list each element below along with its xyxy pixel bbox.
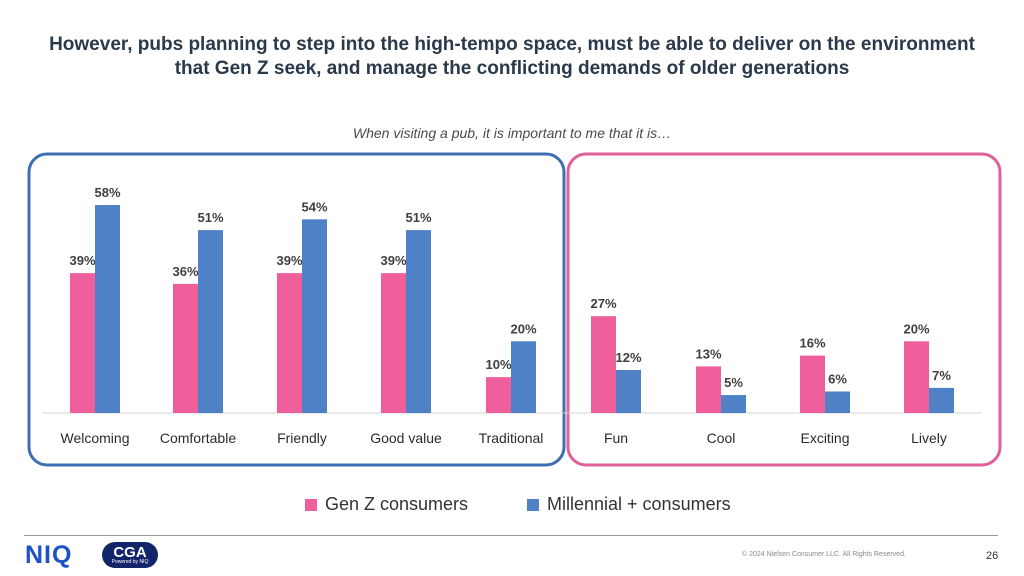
data-label-millennial: 6%: [828, 371, 847, 386]
data-label-millennial: 51%: [405, 210, 431, 225]
data-label-genz: 13%: [695, 346, 721, 361]
data-label-millennial: 20%: [510, 321, 536, 336]
bar-genz: [800, 355, 825, 413]
data-label-millennial: 51%: [197, 210, 223, 225]
bar-genz: [696, 366, 721, 413]
category-label: Welcoming: [61, 430, 130, 446]
legend-label-millennial: Millennial + consumers: [547, 494, 731, 514]
category-label: Cool: [707, 430, 736, 446]
bar-millennial: [825, 391, 850, 413]
cga-logo-tagline: Powered by NIQ: [111, 559, 149, 565]
bar-millennial: [616, 369, 641, 413]
bar-millennial: [511, 341, 536, 413]
legend-label-genz: Gen Z consumers: [325, 494, 469, 514]
bar-millennial: [302, 219, 327, 413]
category-label: Traditional: [479, 430, 544, 446]
bar-genz: [591, 316, 616, 413]
bar-genz: [381, 273, 406, 413]
copyright-notice: © 2024 Nielsen Consumer LLC. All Rights …: [742, 551, 906, 558]
cga-logo: CGA Powered by NIQ: [102, 542, 158, 568]
page-number: 26: [986, 550, 999, 562]
data-label-genz: 20%: [903, 321, 929, 336]
category-label: Comfortable: [160, 430, 236, 446]
bar-millennial: [406, 230, 431, 413]
category-label: Friendly: [277, 430, 327, 446]
data-label-genz: 10%: [485, 357, 511, 372]
bar-millennial: [95, 205, 120, 413]
footer-divider: [24, 535, 998, 536]
data-label-genz: 39%: [380, 253, 406, 268]
title-line-1: However, pubs planning to step into the …: [49, 34, 975, 55]
group-panel-left: [27, 152, 566, 467]
title-line-2: that Gen Z seek, and manage the conflict…: [174, 58, 850, 79]
category-label: Good value: [370, 430, 442, 446]
bar-genz: [486, 377, 511, 413]
bar-genz: [70, 273, 95, 413]
niq-logo: NIQ: [25, 541, 73, 569]
data-label-millennial: 5%: [724, 375, 743, 390]
cga-logo-text: CGA: [113, 544, 147, 561]
bar-genz: [904, 341, 929, 413]
data-label-millennial: 12%: [615, 350, 641, 365]
data-label-millennial: 54%: [301, 199, 327, 214]
data-label-genz: 16%: [799, 336, 825, 351]
bar-millennial: [198, 230, 223, 413]
data-label-genz: 36%: [172, 264, 198, 279]
legend-swatch-millennial: [527, 498, 539, 511]
page-title: However, pubs planning to step into the …: [20, 33, 1004, 81]
bar-millennial: [721, 395, 746, 413]
data-label-genz: 27%: [590, 296, 616, 311]
group-panel-right: [566, 152, 1002, 467]
data-label-genz: 39%: [276, 253, 302, 268]
bar-millennial: [929, 387, 954, 413]
chart-subtitle: When visiting a pub, it is important to …: [352, 125, 672, 141]
data-label-genz: 39%: [69, 253, 95, 268]
category-label: Exciting: [800, 430, 849, 446]
bar-genz: [277, 273, 302, 413]
data-label-millennial: 7%: [932, 368, 951, 383]
bar-genz: [173, 283, 198, 413]
legend-swatch-genz: [305, 498, 317, 511]
category-label: Lively: [911, 430, 947, 446]
category-label: Fun: [604, 430, 628, 446]
legend-item-genz: Gen Z consumers: [305, 494, 468, 515]
legend-item-millennial: Millennial + consumers: [527, 494, 731, 515]
data-label-millennial: 58%: [94, 185, 120, 200]
